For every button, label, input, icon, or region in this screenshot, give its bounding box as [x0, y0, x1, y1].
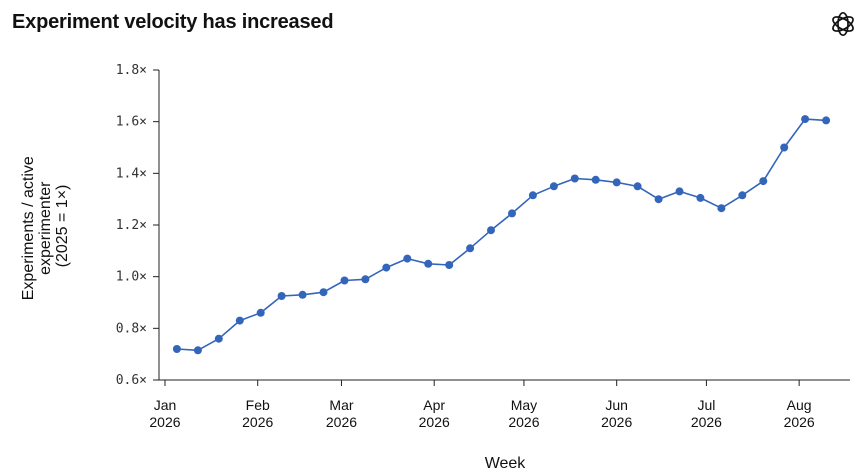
y-tick-label: 1.6× — [116, 115, 147, 130]
data-point — [822, 116, 831, 125]
data-point — [340, 276, 349, 285]
x-tick-label-year: 2026 — [508, 414, 539, 430]
data-point — [172, 345, 181, 353]
data-point — [361, 275, 370, 284]
x-tick-label-year: 2026 — [784, 414, 815, 430]
x-tick-label-year: 2026 — [326, 414, 357, 430]
x-tick-label: Aug 2026 — [784, 397, 815, 430]
data-point — [508, 209, 516, 218]
x-tick-label: Feb 2026 — [242, 397, 273, 430]
x-tick-label-year: 2026 — [242, 414, 273, 430]
x-tick-label: Apr 2026 — [419, 397, 450, 430]
x-tick-label-year: 2026 — [601, 414, 632, 430]
y-axis-title-line-3: (2025 = 1×) — [54, 185, 71, 268]
data-point — [654, 195, 663, 204]
y-tick-label: 0.8× — [116, 321, 147, 336]
data-point — [256, 308, 265, 317]
x-tick-label-year: 2026 — [419, 414, 450, 430]
y-axis-title-line-1: Experiments / active — [20, 156, 37, 300]
data-point — [675, 187, 684, 196]
y-axis: 0.6× 0.8× 1.0× 1.2× 1.4× 1.6× 1.8× — [116, 63, 160, 388]
data-point — [570, 174, 579, 183]
data-point — [591, 175, 600, 184]
x-tick-label-month: Jul — [697, 397, 715, 413]
x-tick-label-month: Aug — [787, 397, 812, 413]
x-tick-label: Mar 2026 — [326, 397, 357, 430]
data-point — [738, 191, 747, 200]
data-point — [696, 193, 705, 202]
data-point — [549, 182, 558, 191]
data-point — [528, 191, 537, 200]
data-point — [759, 177, 768, 186]
x-tick-label: Jun 2026 — [601, 397, 632, 430]
x-tick-label-month: Feb — [246, 397, 270, 413]
x-tick-label-year: 2026 — [691, 414, 722, 430]
data-point — [214, 334, 223, 343]
x-tick-label-month: May — [511, 397, 537, 413]
chart-title: Experiment velocity has increased — [12, 11, 334, 33]
x-tick-label-month: Jan — [154, 397, 177, 413]
y-tick-label: 1.8× — [116, 63, 147, 78]
data-point — [193, 346, 202, 355]
data-point — [298, 290, 307, 299]
series-line — [176, 118, 827, 352]
data-point — [487, 226, 495, 235]
data-point — [403, 254, 412, 263]
x-tick-label-month: Mar — [329, 397, 353, 413]
x-tick-label: May 2026 — [508, 397, 539, 430]
data-point — [633, 182, 642, 191]
data-point — [612, 178, 621, 187]
y-tick-label: 0.6× — [116, 373, 147, 388]
series-layer — [172, 115, 831, 355]
y-tick-label: 1.0× — [116, 270, 147, 285]
data-point — [235, 316, 244, 325]
data-point — [382, 263, 391, 272]
x-tick-label-month: Apr — [423, 397, 445, 413]
data-point — [319, 288, 328, 297]
data-point — [424, 259, 433, 268]
data-point — [780, 143, 789, 152]
openai-logo-icon — [832, 11, 854, 37]
x-axis-title: Week — [485, 455, 527, 472]
y-tick-label: 1.4× — [116, 166, 147, 181]
data-point — [445, 261, 454, 269]
x-tick-label-month: Jun — [605, 397, 628, 413]
data-point — [717, 204, 726, 213]
data-point — [277, 292, 286, 300]
y-axis-title-line-2: experimenter — [37, 181, 54, 275]
x-tick-label: Jul 2026 — [691, 397, 722, 430]
x-tick-label-year: 2026 — [149, 414, 180, 430]
data-point — [466, 244, 475, 253]
data-point — [801, 115, 810, 124]
y-tick-label: 1.2× — [116, 218, 147, 233]
x-tick-label: Jan 2026 — [149, 397, 180, 430]
y-axis-title: Experiments / active experimenter (2025 … — [20, 152, 71, 301]
